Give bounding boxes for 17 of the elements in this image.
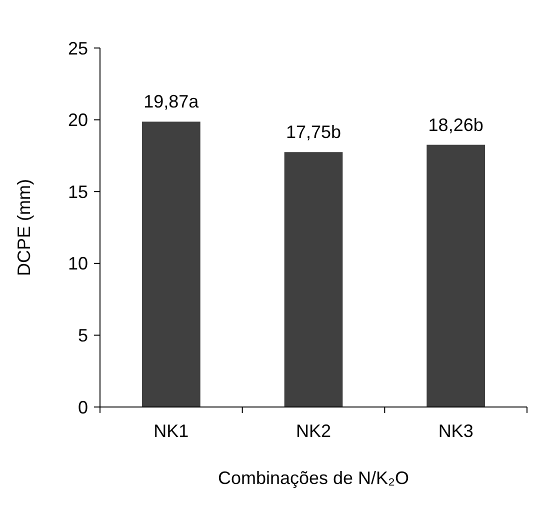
bar xyxy=(426,144,486,407)
data-label: 17,75b xyxy=(286,122,342,142)
data-label: 19,87a xyxy=(144,92,200,112)
y-tick-label: 20 xyxy=(68,110,88,130)
y-tick-label: 15 xyxy=(68,182,88,202)
y-tick-label: 10 xyxy=(68,254,88,274)
y-tick-label: 25 xyxy=(68,38,88,58)
y-tick-label: 0 xyxy=(78,397,88,418)
x-tick-label: NK2 xyxy=(296,421,332,441)
data-label: 18,26b xyxy=(428,114,484,135)
x-axis-title: Combinações de N/K₂O xyxy=(218,468,410,488)
x-tick-label: NK3 xyxy=(438,421,474,441)
bar xyxy=(284,152,343,407)
x-tick-label: NK1 xyxy=(154,421,189,441)
y-tick-label: 5 xyxy=(78,326,88,346)
bar xyxy=(142,122,200,407)
y-axis-title: DCPE (mm) xyxy=(14,179,34,276)
